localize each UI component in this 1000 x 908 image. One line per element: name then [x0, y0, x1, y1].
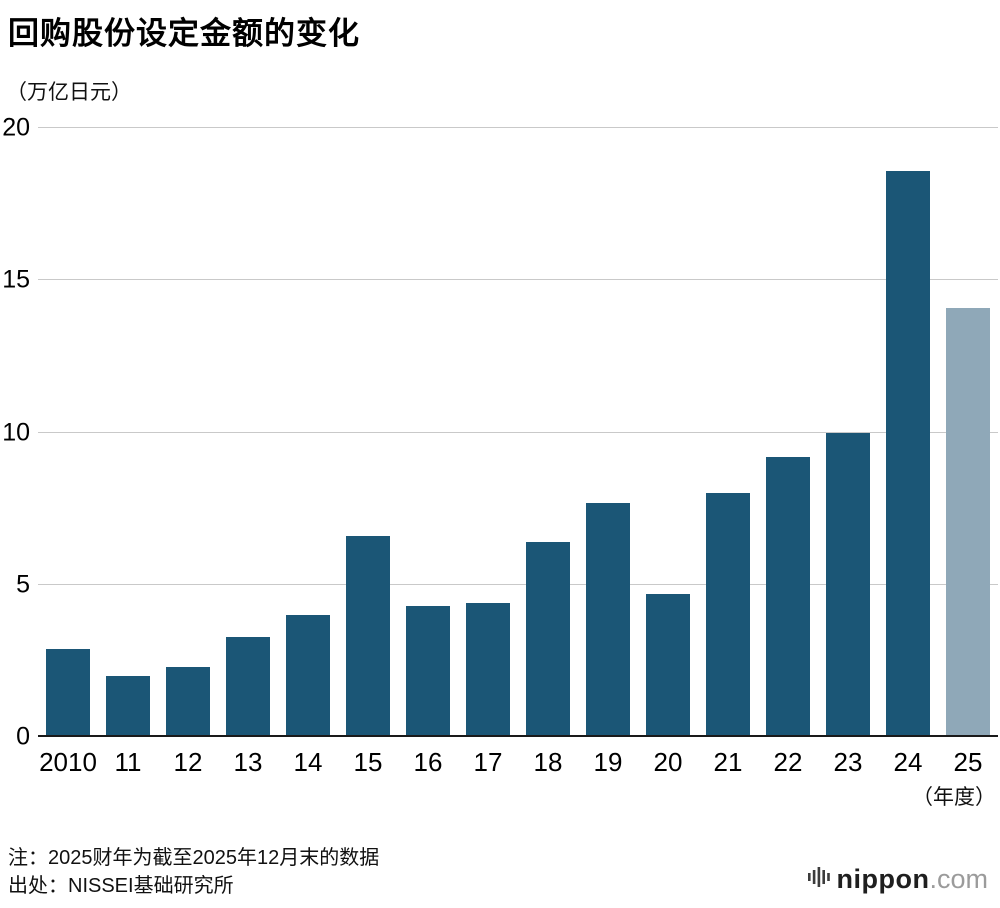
- soundwave-icon: [807, 862, 830, 897]
- footnote-source: 出处：NISSEI基础研究所: [8, 875, 234, 897]
- bar-column-11: [98, 128, 158, 737]
- bar-column-22: [758, 128, 818, 737]
- bar-column-2010: [38, 128, 98, 737]
- x-tick-16: 16: [413, 747, 443, 777]
- bar-17: [466, 603, 510, 737]
- bar-column-17: [458, 128, 518, 737]
- bar-column-24: [878, 128, 938, 737]
- y-tick-20: 20: [2, 113, 30, 142]
- x-tick-22: 22: [773, 747, 803, 777]
- bar-2010: [46, 648, 90, 737]
- bar-column-20: [638, 128, 698, 737]
- x-tick-15: 15: [353, 747, 383, 777]
- bar-11: [106, 676, 150, 737]
- gridline-20: [38, 127, 998, 128]
- x-tick-12: 12: [173, 747, 203, 777]
- x-axis-unit-label: （年度）: [912, 786, 996, 809]
- y-tick-5: 5: [16, 570, 30, 599]
- bar-12: [166, 666, 210, 737]
- x-axis-labels: 2010 11 12 13 14 15 16 17 18 19 20 21 22 23 24 25: [38, 747, 998, 778]
- bar-column-15: [338, 128, 398, 737]
- bar-column-21: [698, 128, 758, 737]
- bar-column-13: [218, 128, 278, 737]
- bar-22: [766, 456, 810, 737]
- x-tick-19: 19: [593, 747, 623, 777]
- x-tick-2010: 2010: [39, 747, 97, 777]
- x-tick-23: 23: [833, 747, 863, 777]
- bar-25: [946, 307, 990, 737]
- bar-column-14: [278, 128, 338, 737]
- x-tick-24: 24: [893, 747, 923, 777]
- y-tick-10: 10: [2, 418, 30, 446]
- x-tick-21: 21: [713, 747, 743, 777]
- footnote-data-cutoff: 注：2025财年为截至2025年12月末的数据: [8, 847, 380, 869]
- bar-18: [526, 542, 570, 737]
- bar-column-12: [158, 128, 218, 737]
- gridline-5: [38, 583, 998, 585]
- logo-suffix-text: .com: [929, 864, 988, 894]
- plot-area: [38, 127, 998, 737]
- bar-15: [346, 536, 390, 737]
- x-tick-14: 14: [293, 747, 323, 777]
- y-axis-unit-label: （万亿日元）: [6, 81, 132, 104]
- bar-column-18: [518, 128, 578, 737]
- gridline-0: [38, 735, 998, 737]
- bar-24: [886, 170, 930, 737]
- x-tick-20: 20: [653, 747, 683, 777]
- y-tick-15: 15: [2, 265, 30, 294]
- x-tick-11: 11: [114, 747, 142, 777]
- x-tick-18: 18: [533, 747, 563, 777]
- bar-column-25: [938, 128, 998, 737]
- bar-column-23: [818, 128, 878, 737]
- y-tick-0: 0: [16, 722, 30, 751]
- y-axis-labels: 0 5 10 15 20: [0, 115, 30, 749]
- logo-text: nippon: [836, 864, 930, 894]
- bar-23: [826, 432, 870, 737]
- footnotes: 注：2025财年为截至2025年12月末的数据 出处：NISSEI基础研究所: [8, 844, 379, 900]
- x-tick-25: 25: [953, 747, 983, 777]
- gridline-15: [38, 279, 998, 281]
- x-tick-13: 13: [233, 747, 263, 777]
- bar-16: [406, 606, 450, 737]
- bars: [38, 128, 998, 737]
- bar-21: [706, 493, 750, 737]
- bar-column-19: [578, 128, 638, 737]
- x-tick-17: 17: [473, 747, 503, 777]
- bar-20: [646, 593, 690, 737]
- bar-13: [226, 636, 270, 737]
- nippon-com-logo: nippon.com: [807, 862, 988, 897]
- bar-column-16: [398, 128, 458, 737]
- gridline-10: [38, 431, 998, 433]
- page-title: 回购股份设定金额的变化: [8, 16, 360, 51]
- bar-19: [586, 502, 630, 737]
- bar-14: [286, 615, 330, 737]
